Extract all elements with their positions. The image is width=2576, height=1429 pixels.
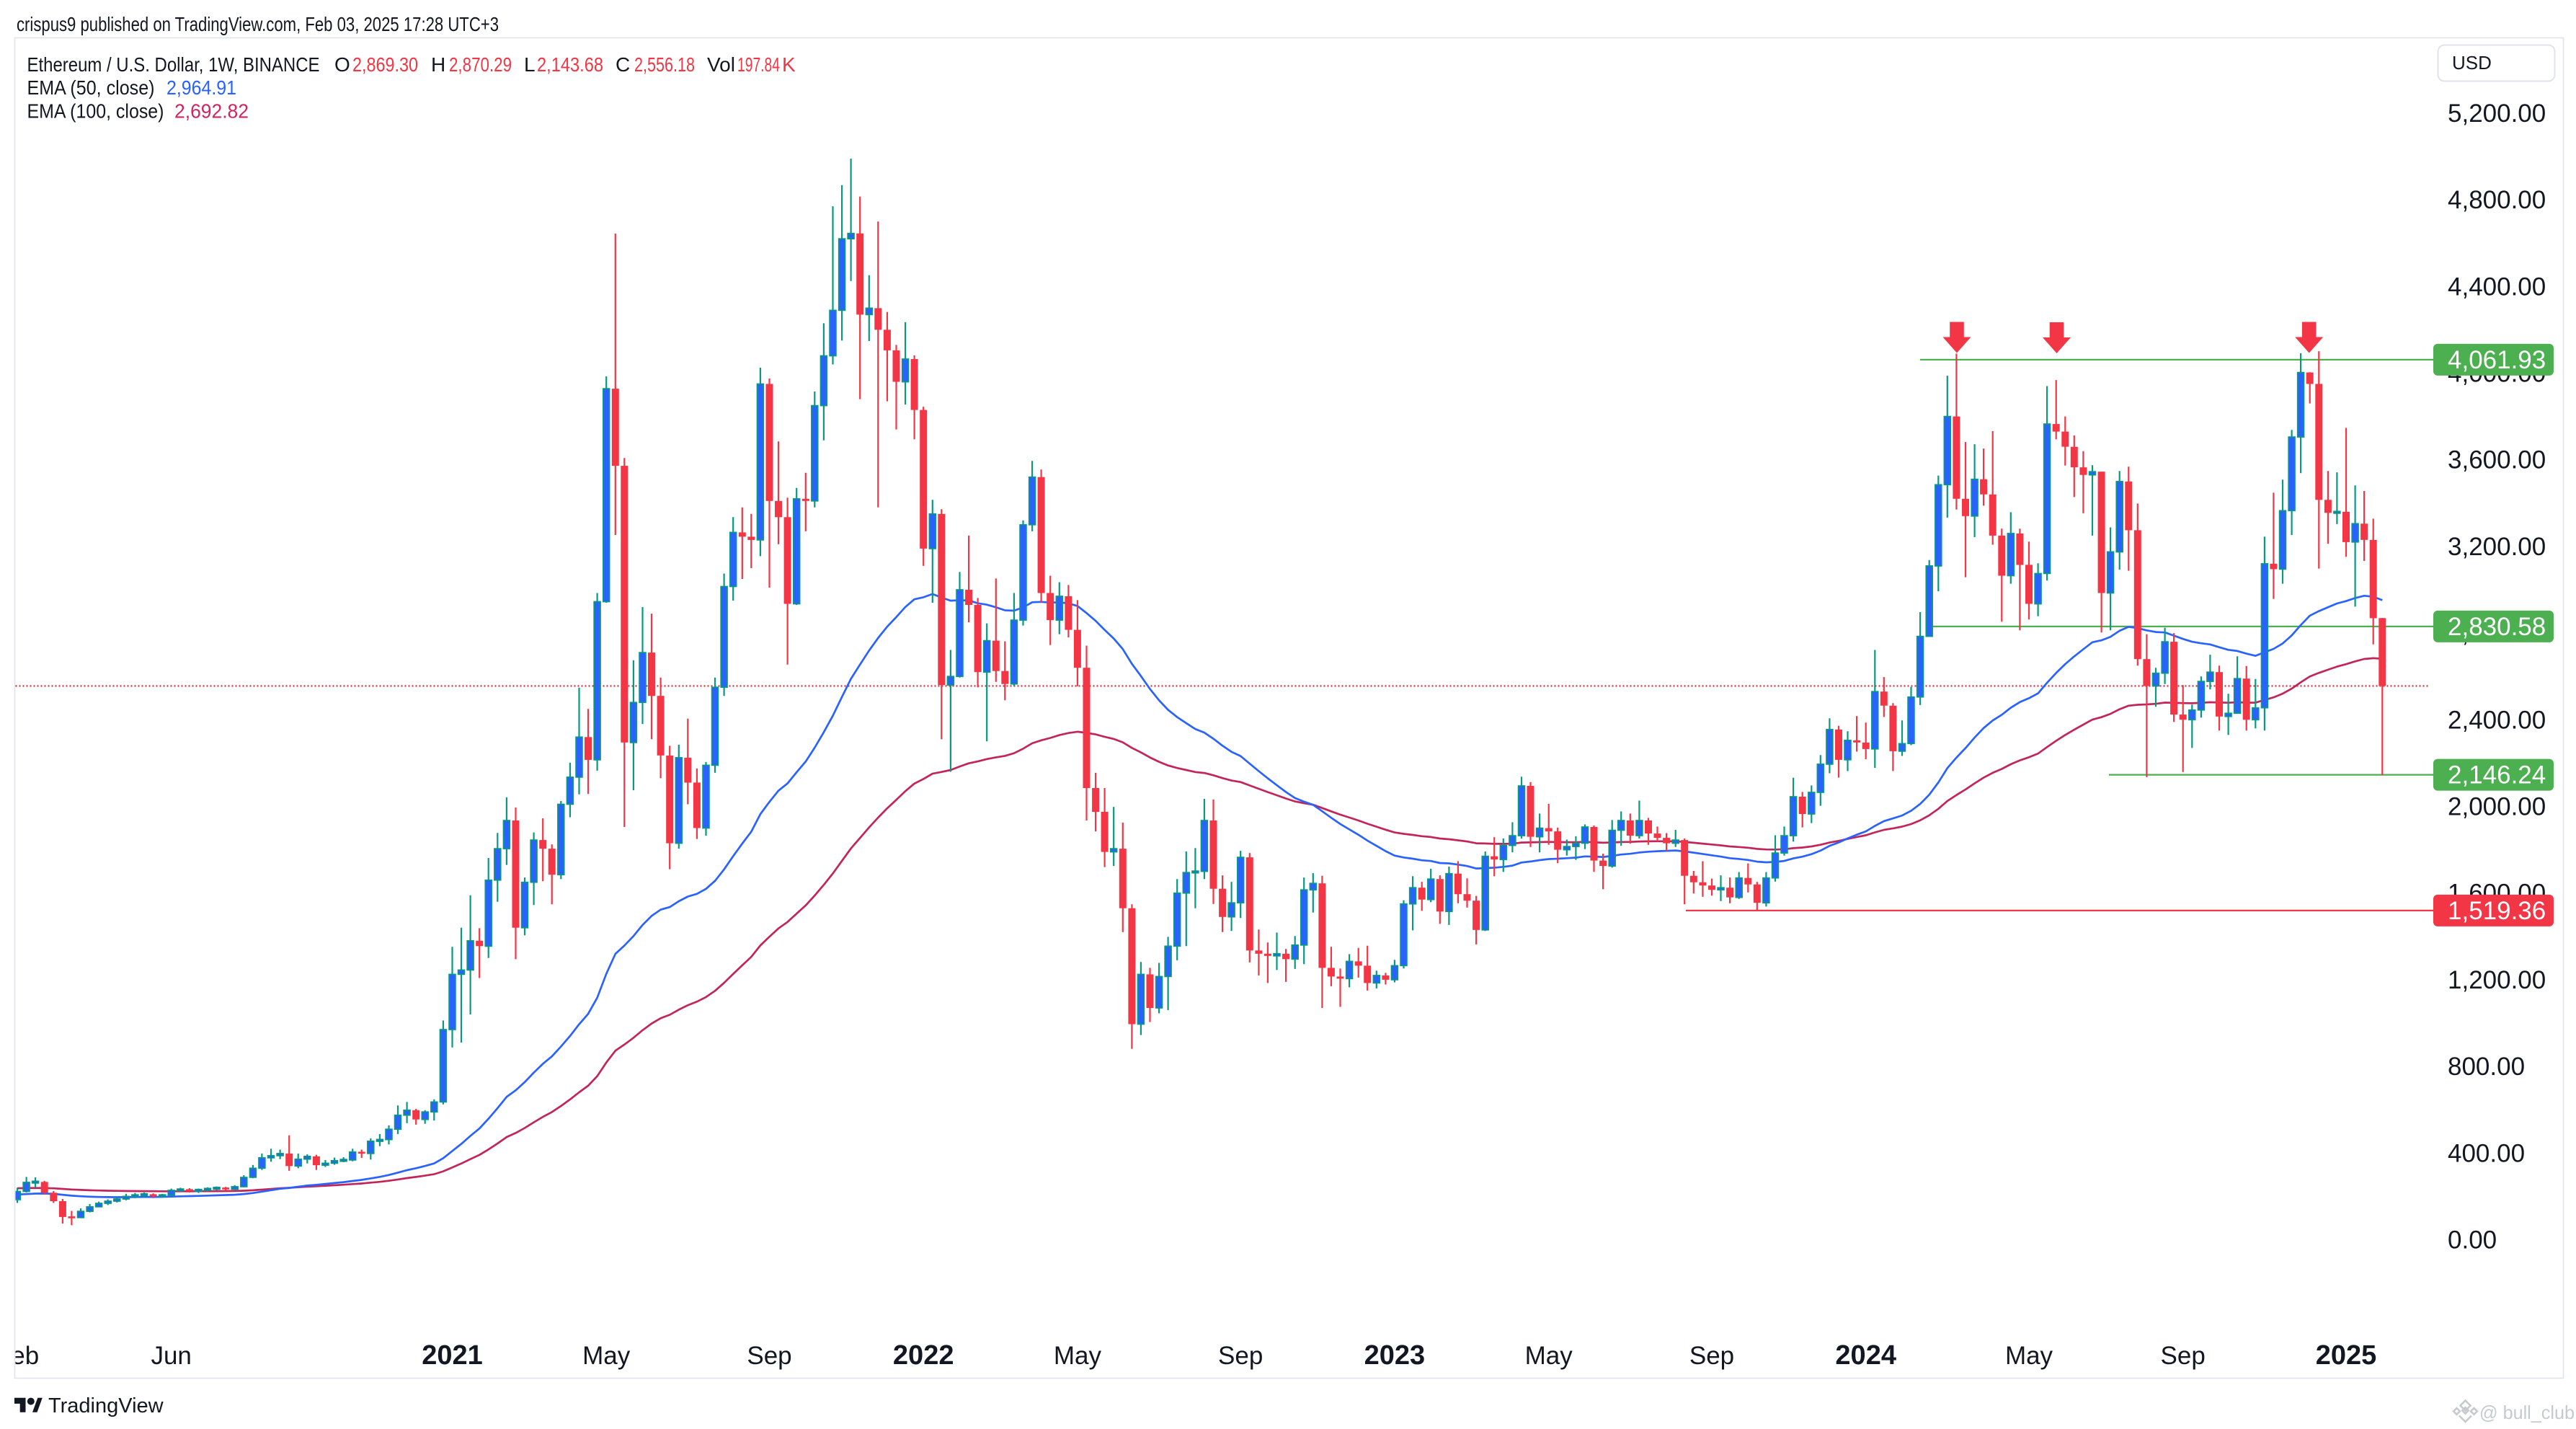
svg-text:4,800.00: 4,800.00 (2448, 186, 2546, 214)
svg-text:0.00: 0.00 (2448, 1226, 2497, 1255)
svg-text:1,200.00: 1,200.00 (2448, 966, 2546, 994)
svg-text:2,964.91: 2,964.91 (166, 76, 236, 99)
svg-text:crispus9 published on TradingV: crispus9 published on TradingView.com, F… (17, 13, 499, 35)
svg-text:Vol: Vol (707, 53, 735, 76)
svg-text:C: C (616, 53, 630, 76)
svg-text:4,400.00: 4,400.00 (2448, 273, 2546, 301)
svg-text:2021: 2021 (422, 1340, 483, 1371)
svg-text:EMA (50, close): EMA (50, close) (27, 76, 155, 99)
svg-text:2023: 2023 (1364, 1340, 1426, 1371)
svg-text:4,061.93: 4,061.93 (2448, 346, 2546, 374)
svg-text:2022: 2022 (893, 1340, 954, 1371)
svg-text:2,556.18: 2,556.18 (634, 53, 695, 76)
svg-text:H: H (431, 53, 445, 76)
svg-text:TradingView: TradingView (48, 1394, 164, 1417)
svg-text:2025: 2025 (2316, 1340, 2377, 1371)
svg-text:400.00: 400.00 (2448, 1139, 2525, 1167)
svg-text:2,146.24: 2,146.24 (2448, 761, 2546, 789)
svg-text:2024: 2024 (1835, 1340, 1896, 1371)
svg-text:2,692.82: 2,692.82 (174, 100, 249, 123)
svg-text:Sep: Sep (747, 1342, 791, 1370)
svg-text:2,400.00: 2,400.00 (2448, 706, 2546, 734)
svg-text:197.84: 197.84 (737, 53, 780, 76)
svg-text:Sep: Sep (1218, 1342, 1263, 1370)
svg-text:May: May (1525, 1342, 1573, 1370)
svg-text:2,830.58: 2,830.58 (2448, 613, 2546, 641)
svg-text:May: May (2005, 1342, 2053, 1370)
svg-text:USD: USD (2452, 52, 2492, 74)
svg-text:EMA (100, close): EMA (100, close) (27, 100, 164, 123)
svg-text:O: O (334, 53, 350, 76)
svg-text:Sep: Sep (1689, 1342, 1734, 1370)
svg-text:K: K (782, 53, 796, 76)
svg-text:May: May (582, 1342, 631, 1370)
svg-text:Sep: Sep (2161, 1342, 2206, 1370)
svg-text:3,600.00: 3,600.00 (2448, 446, 2546, 474)
svg-text:L: L (524, 53, 536, 76)
svg-text:800.00: 800.00 (2448, 1053, 2525, 1081)
svg-text:1,519.36: 1,519.36 (2448, 897, 2546, 925)
svg-text:Jun: Jun (151, 1342, 191, 1370)
svg-text:May: May (1054, 1342, 1102, 1370)
svg-text:2,870.29: 2,870.29 (449, 53, 512, 76)
svg-text:@ bull_club: @ bull_club (2479, 1402, 2575, 1423)
svg-text:2,143.68: 2,143.68 (537, 53, 603, 76)
svg-text:5,200.00: 5,200.00 (2448, 99, 2546, 128)
svg-text:2,000.00: 2,000.00 (2448, 793, 2546, 821)
svg-text:Feb: Feb (0, 1342, 39, 1370)
svg-text:3,200.00: 3,200.00 (2448, 533, 2546, 561)
svg-text:Ethereum / U.S. Dollar, 1W, BI: Ethereum / U.S. Dollar, 1W, BINANCE (27, 53, 320, 76)
svg-text:2,869.30: 2,869.30 (352, 53, 418, 76)
